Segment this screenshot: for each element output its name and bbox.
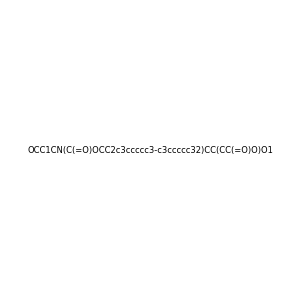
Text: OCC1CN(C(=O)OCC2c3ccccc3-c3ccccc32)CC(CC(=O)O)O1: OCC1CN(C(=O)OCC2c3ccccc3-c3ccccc32)CC(CC… xyxy=(27,146,273,154)
